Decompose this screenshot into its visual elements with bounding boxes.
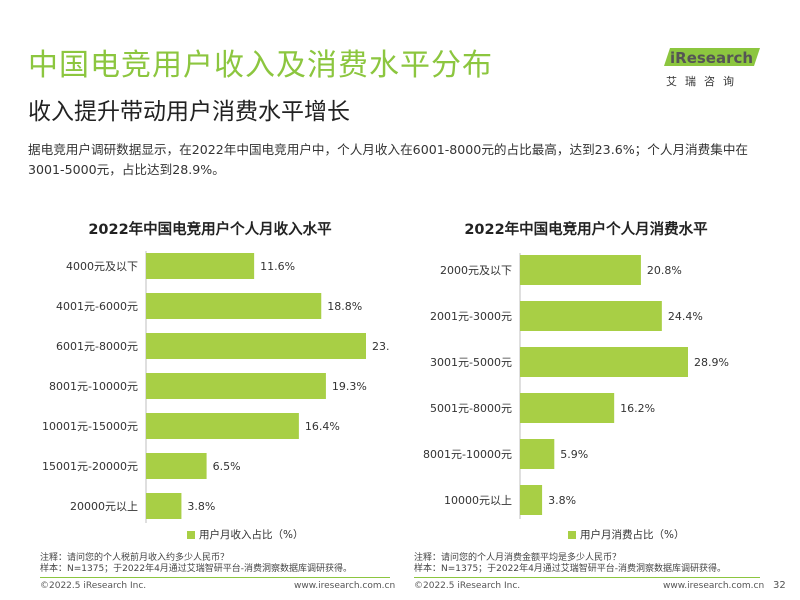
legend-swatch [568,530,576,539]
income-legend: 用户月收入占比（%） [187,527,303,542]
category-label: 15001元-20000元 [42,460,138,473]
value-label: 20.8% [647,264,682,277]
value-label: 24.4% [668,310,703,323]
income-chart-title: 2022年中国电竞用户个人月收入水平 [88,222,332,238]
note-sample: 样本：N=1375；于2022年4月通过艾瑞智研平台-消费洞察数据库调研获得。 [40,564,353,574]
note-question: 注释：请问您的个人税前月收入约多少人民币？ [40,553,230,563]
value-label: 5.9% [560,448,588,461]
category-label: 2001元-3000元 [430,310,512,323]
footer-divider [414,577,760,578]
value-label: 16.2% [620,402,655,415]
spending-legend: 用户月消费占比（%） [568,527,684,542]
bar [146,373,326,399]
income-bar-chart: 4000元及以下 11.6% 4001元-6000元 18.8% 6001元-8000元… [42,251,390,523]
bar [146,253,255,279]
value-label: 6.5% [213,460,241,473]
bar [146,293,322,319]
value-label: 28.9% [694,356,729,369]
legend-label: 用户月消费占比（%） [580,529,685,541]
category-label: 5001元-8000元 [430,402,512,415]
category-label: 8001元-10000元 [49,380,138,393]
spending-chart-title: 2022年中国电竞用户个人月消费水平 [464,222,708,238]
value-label: 11.6% [260,260,295,273]
bar [520,439,555,469]
iresearch-logo: iResearch 艾瑞咨询 [664,46,770,92]
bar [146,333,366,359]
spending-note: 注释：请问您的个人月消费金额平均是多少人民币？ 样本：N=1375；于2022年… [414,553,726,575]
category-label: 4000元及以下 [66,260,138,273]
income-note: 注释：请问您的个人税前月收入约多少人民币？ 样本：N=1375；于2022年4月… [40,553,352,575]
footer-copyright: ©2022.5 iResearch Inc. [40,581,147,591]
page-title: 中国电竞用户收入及消费水平分布 [28,48,493,83]
spending-bar-chart: 2000元及以下 20.8% 2001元-3000元 24.4% 3001元-5000元… [423,253,729,519]
logo-parallelogram [664,48,760,66]
category-label: 6001元-8000元 [56,340,138,353]
value-label: 3.8% [187,500,215,513]
note-sample: 样本：N=1375；于2022年4月通过艾瑞智研平台-消费洞察数据库调研获得。 [414,564,727,574]
legend-label: 用户月收入占比（%） [199,529,304,541]
value-label: 18.8% [327,300,362,313]
logo-brand-text: iResearch [670,49,753,67]
category-label: 4001元-6000元 [56,300,138,313]
logo-subtext: 艾瑞咨询 [666,75,742,88]
category-label: 3001元-5000元 [430,356,512,369]
page-description: 据电竞用户调研数据显示，在2022年中国电竞用户中，个人月收入在6001-800… [28,142,749,177]
footer-copyright: ©2022.5 iResearch Inc. [414,581,521,591]
footer-url[interactable]: www.iresearch.com.cn [663,581,765,591]
value-label: 19.3% [332,380,367,393]
value-label: 16.4% [305,420,340,433]
footer-url[interactable]: www.iresearch.com.cn [294,581,396,591]
bar [520,301,662,331]
bar [520,393,615,423]
iresearch-logo-mark: iResearch [664,48,760,67]
bar [520,485,543,515]
value-label: 3.8% [548,494,576,507]
footer-divider [40,577,390,578]
bar [146,453,207,479]
value-label: 23.6% [372,340,390,353]
bar [520,347,688,377]
bar [146,413,299,439]
page-subtitle: 收入提升带动用户消费水平增长 [28,99,350,125]
category-label: 2000元及以下 [440,264,512,277]
category-label: 20000元以上 [70,500,138,513]
category-label: 10000元以上 [444,494,512,507]
bar [146,493,182,519]
category-label: 10001元-15000元 [42,420,138,433]
page-number: 32 [773,580,786,591]
legend-swatch [187,530,195,539]
bar [520,255,641,285]
note-question: 注释：请问您的个人月消费金额平均是多少人民币？ [414,553,622,563]
category-label: 8001元-10000元 [423,448,512,461]
